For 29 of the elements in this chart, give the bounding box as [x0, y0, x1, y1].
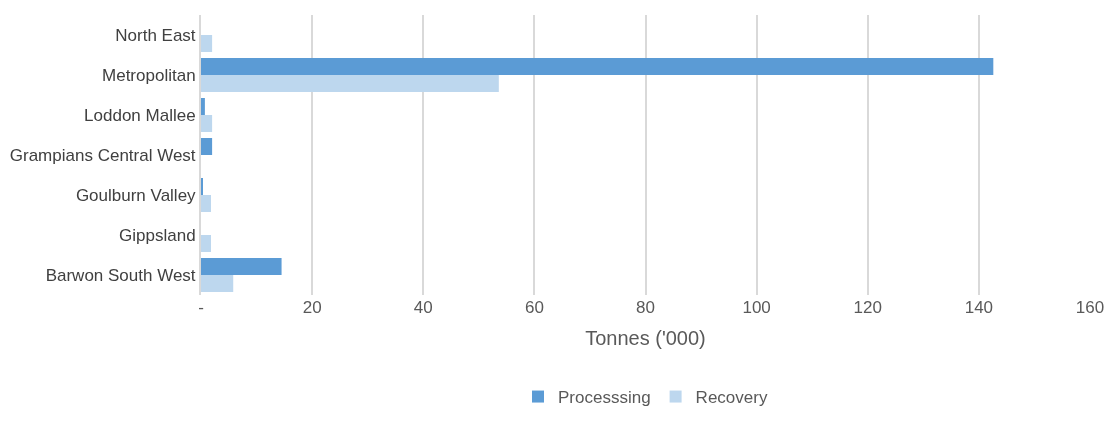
x-tick-label: 40	[413, 298, 433, 317]
x-tick-label: 100	[742, 298, 771, 317]
bar	[201, 235, 211, 252]
bar	[201, 75, 499, 92]
y-tick-label: Goulburn Valley	[75, 185, 197, 205]
bar	[201, 138, 213, 155]
bar	[201, 58, 994, 75]
y-tick-label: Loddon Mallee	[84, 105, 196, 125]
x-tick-label: 60	[524, 298, 544, 317]
x-tick-label: 120	[853, 298, 882, 317]
y-tick-label: Grampians Central West	[9, 145, 196, 165]
x-tick-label: -	[198, 298, 204, 317]
bar	[201, 35, 213, 52]
bar	[201, 98, 205, 115]
y-tick-label: Metropolitan	[102, 65, 196, 85]
y-tick-label: Gippsland	[119, 225, 196, 245]
legend-label: Processsing	[558, 388, 651, 408]
x-tick-label: 140	[964, 298, 994, 317]
bar	[201, 275, 234, 292]
legend-label: Recovery	[695, 388, 768, 408]
bar	[201, 195, 211, 212]
y-tick-label: Barwon South West	[45, 265, 196, 285]
x-tick-label: 80	[636, 298, 655, 317]
bar	[201, 115, 213, 132]
x-tick-label: 160	[1075, 298, 1105, 317]
x-tick-label: 20	[302, 298, 322, 317]
bar	[201, 258, 282, 275]
y-tick-label: North East	[115, 25, 196, 45]
x-axis-title: Tonnes ('000)	[585, 326, 706, 349]
